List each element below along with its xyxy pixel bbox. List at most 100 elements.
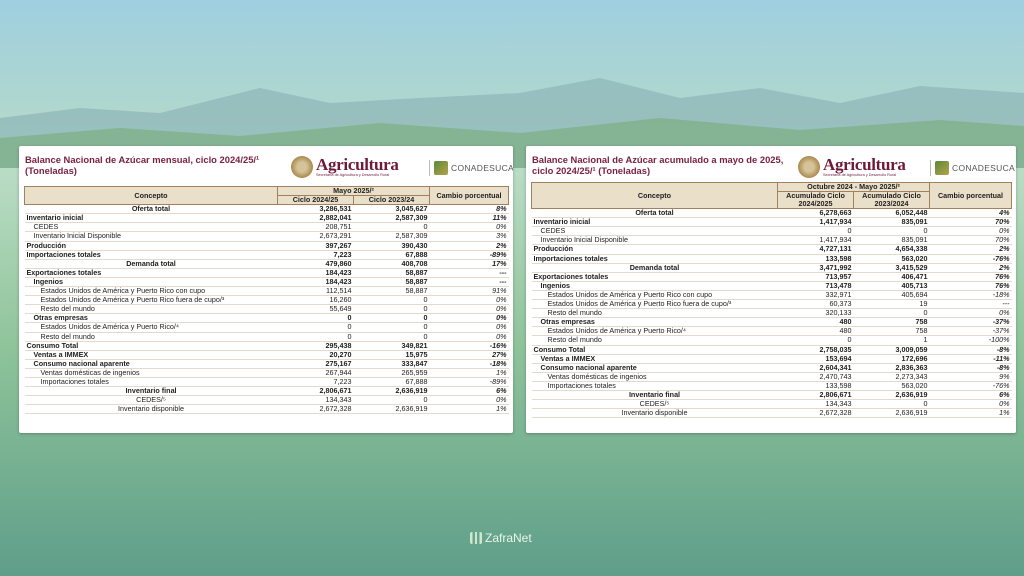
header-col2: Ciclo 2023/24 xyxy=(353,195,430,206)
row-value-current: 2,470,743 xyxy=(819,372,852,381)
row-value-previous: 2,636,919 xyxy=(895,408,928,418)
row-value-current: 20,270 xyxy=(329,350,352,359)
row-value-current: 6,278,663 xyxy=(819,208,852,218)
row-value-current: 2,758,035 xyxy=(819,345,852,354)
header-cambio: Cambio porcentual xyxy=(429,185,509,206)
row-change: -11% xyxy=(993,354,1010,363)
row-value-previous: 67,888 xyxy=(405,250,428,259)
table-row: CEDES 0 0 0% xyxy=(531,226,1012,236)
row-change: 2% xyxy=(999,263,1010,272)
header-concepto: Concepto xyxy=(531,181,778,210)
row-concepto: Resto del mundo xyxy=(547,308,602,318)
accumulated-balance-table: Concepto Octubre 2024 - Mayo 2025/² Camb… xyxy=(531,181,1012,418)
row-concepto: Estados Unidos de América y Puerto Rico … xyxy=(547,299,732,309)
row-change: 76% xyxy=(995,281,1010,290)
row-value-previous: 0 xyxy=(423,395,428,405)
row-value-previous: 406,471 xyxy=(901,272,928,281)
conadesuca-logo: CONADESUCA xyxy=(930,160,1015,176)
row-change: -76% xyxy=(992,381,1010,390)
row-change: 0% xyxy=(999,226,1010,236)
row-concepto: Demanda total xyxy=(629,263,680,272)
row-concepto: Otras empresas xyxy=(33,313,88,323)
row-value-current: 2,673,291 xyxy=(319,231,352,241)
row-value-current: 7,223 xyxy=(333,377,352,386)
row-concepto: Inventario disponible xyxy=(621,408,688,418)
row-concepto: Ventas a IMMEX xyxy=(33,350,89,359)
row-change: 0% xyxy=(999,399,1010,409)
panel-header: Balance Nacional de Azúcar acumulado a m… xyxy=(526,146,1016,182)
header-cambio: Cambio porcentual xyxy=(929,181,1012,210)
row-value-current: 0 xyxy=(347,322,352,332)
row-concepto: CEDES/⁵ xyxy=(639,399,670,409)
row-concepto: Consumo nacional aparente xyxy=(33,359,130,368)
row-change: -16% xyxy=(489,341,507,350)
row-value-previous: 172,696 xyxy=(901,354,928,363)
table-row: Importaciones totales 133,598 563,020 -76% xyxy=(531,381,1012,391)
row-value-previous: 2,636,919 xyxy=(395,386,428,396)
row-value-previous: 15,975 xyxy=(405,350,428,359)
row-value-current: 4,727,131 xyxy=(819,244,852,254)
header-period: Octubre 2024 - Mayo 2025/² xyxy=(777,181,930,193)
table-row: Producción 397,267 390,430 2% xyxy=(24,241,509,251)
zafranet-label: ZafraNet xyxy=(485,531,532,545)
row-change: 27% xyxy=(492,350,507,359)
row-concepto: Estados Unidos de América y Puerto Rico/… xyxy=(40,322,180,332)
row-change: 0% xyxy=(496,322,507,332)
row-concepto: Inventario final xyxy=(125,386,177,396)
row-concepto: Oferta total xyxy=(635,208,674,218)
row-change: 9% xyxy=(999,372,1010,381)
row-change: -8% xyxy=(996,363,1010,372)
table-row: Otras empresas 480 758 -37% xyxy=(531,317,1012,327)
row-value-current: 184,423 xyxy=(325,277,352,286)
row-value-previous: 19 xyxy=(919,299,928,309)
row-change: -89% xyxy=(489,250,507,259)
row-value-current: 60,373 xyxy=(829,299,852,309)
row-change: -89% xyxy=(489,377,507,386)
row-concepto: Producción xyxy=(26,241,67,250)
row-value-previous: 390,430 xyxy=(401,241,428,250)
row-value-current: 112,514 xyxy=(326,286,352,296)
row-change: --- xyxy=(499,268,507,277)
row-value-previous: 563,020 xyxy=(901,254,928,263)
table-row: Resto del mundo 0 1 -100% xyxy=(531,335,1012,345)
row-value-current: 153,694 xyxy=(825,354,852,363)
row-value-previous: 405,713 xyxy=(901,281,928,290)
row-concepto: Importaciones totales xyxy=(26,250,101,259)
row-change: 70% xyxy=(995,217,1010,227)
panel-title: Balance Nacional de Azúcar mensual, cicl… xyxy=(25,154,260,176)
row-value-current: 2,672,328 xyxy=(319,404,352,414)
row-value-current: 3,286,531 xyxy=(319,204,352,214)
row-value-previous: 3,009,059 xyxy=(895,345,928,354)
table-row: Ingenios 713,478 405,713 76% xyxy=(531,281,1012,291)
table-row: Estados Unidos de América y Puerto Rico … xyxy=(531,299,1012,309)
row-concepto: Consumo nacional aparente xyxy=(540,363,637,372)
row-value-current: 480 xyxy=(839,326,852,336)
row-value-previous: 0 xyxy=(423,322,428,332)
row-concepto: Ventas domésticas de ingenios xyxy=(547,372,647,381)
conadesuca-wordmark: CONADESUCA xyxy=(952,163,1015,173)
logo-divider xyxy=(429,160,430,176)
row-value-current: 133,598 xyxy=(825,381,852,390)
row-change: 2% xyxy=(999,244,1010,254)
row-concepto: Resto del mundo xyxy=(547,335,602,345)
row-change: 2% xyxy=(496,241,507,250)
row-value-previous: 4,654,338 xyxy=(895,244,928,254)
monthly-balance-panel: Balance Nacional de Azúcar mensual, cicl… xyxy=(19,146,513,433)
row-value-previous: 0 xyxy=(423,222,428,232)
table-row: Inventario final 2,806,671 2,636,919 6% xyxy=(531,390,1012,400)
row-value-previous: 58,887 xyxy=(405,277,428,286)
row-change: -37% xyxy=(992,317,1010,327)
row-concepto: Importaciones totales xyxy=(547,381,616,390)
row-change: 76% xyxy=(995,272,1010,281)
row-value-current: 0 xyxy=(847,226,852,236)
table-row: Ventas domésticas de ingenios 267,944 265,… xyxy=(24,368,509,378)
table-row: Importaciones totales 133,598 563,020 -76% xyxy=(531,254,1012,264)
row-value-previous: 0 xyxy=(923,226,928,236)
row-value-current: 16,260 xyxy=(329,295,352,305)
row-concepto: Estados Unidos de América y Puerto Rico/… xyxy=(547,326,687,336)
table-row: Consumo Total 2,758,035 3,009,059 -8% xyxy=(531,345,1012,355)
table-row: Inventario Inicial Disponible 2,673,291 2,… xyxy=(24,231,509,242)
agricultura-logo: Agricultura Secretaría de Agricultura y … xyxy=(798,154,906,180)
table-row: Inventario inicial 2,882,041 2,587,309 11% xyxy=(24,213,509,223)
row-value-previous: 67,888 xyxy=(405,377,428,386)
